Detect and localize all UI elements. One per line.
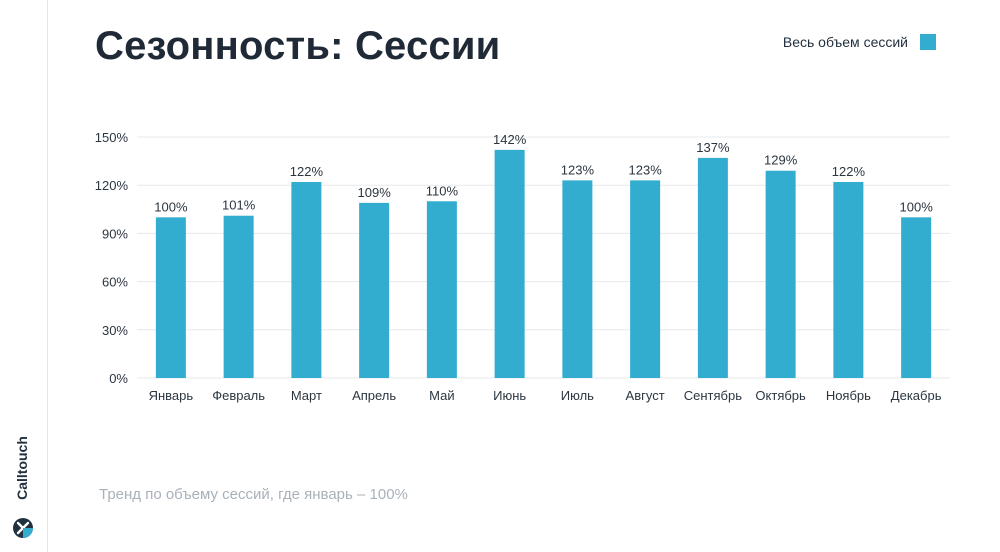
legend-swatch — [920, 34, 936, 50]
bar — [223, 215, 254, 378]
bar-value-label: 122% — [832, 164, 866, 179]
bar — [155, 217, 186, 378]
bar-value-label: 100% — [154, 199, 188, 214]
bar-value-label: 123% — [561, 162, 595, 177]
x-tick-label: Сентябрь — [684, 388, 742, 403]
bar-value-label: 100% — [900, 199, 934, 214]
y-tick-label: 120% — [95, 178, 129, 193]
bar-value-label: 101% — [222, 198, 256, 213]
x-tick-label: Август — [626, 388, 665, 403]
bar — [697, 157, 728, 378]
bar — [765, 170, 796, 378]
x-tick-label: Февраль — [212, 388, 265, 403]
bar-value-label: 123% — [629, 162, 663, 177]
bar-value-label: 110% — [426, 183, 459, 198]
chart-legend: Весь объем сессий — [783, 34, 936, 50]
legend-label: Весь объем сессий — [782, 34, 908, 50]
page-title: Сезонность: Сессии — [95, 24, 501, 68]
bar — [494, 149, 525, 378]
side-divider — [47, 0, 48, 552]
bar-chart: 0% 30% 60% 90% 120% 150% 100% Январь 101% Февраль… — [95, 130, 950, 403]
x-tick-label: Март — [291, 388, 322, 403]
bar — [630, 180, 661, 378]
bar-value-label: 109% — [358, 185, 392, 200]
x-tick-label: Май — [429, 388, 454, 403]
bar-value-label: 129% — [764, 153, 798, 168]
y-tick-label: 90% — [102, 226, 128, 241]
bar-value-label: 142% — [493, 132, 527, 147]
x-tick-label: Апрель — [352, 388, 396, 403]
calltouch-logo-icon — [13, 518, 33, 538]
x-tick-label: Октябрь — [755, 388, 806, 403]
x-tick-label: Декабрь — [891, 388, 942, 403]
bar — [833, 181, 864, 378]
x-tick-label: Июнь — [493, 388, 526, 403]
bar — [562, 180, 593, 378]
bar — [426, 201, 457, 378]
y-tick-label: 60% — [102, 275, 128, 290]
x-tick-label: Июль — [561, 388, 594, 403]
y-tick-label: 0% — [109, 371, 128, 386]
x-tick-label: Январь — [149, 388, 194, 403]
x-tick-label: Ноябрь — [826, 388, 871, 403]
bar-value-label: 137% — [696, 140, 730, 155]
chart-caption: Тренд по объему сессий, где январь – 100… — [99, 486, 408, 503]
y-tick-label: 30% — [102, 323, 128, 338]
bar — [901, 217, 932, 378]
chart-area: 0% 30% 60% 90% 120% 150% 100% Январь 101% Февраль… — [95, 130, 950, 403]
bar — [359, 202, 390, 378]
bar — [291, 181, 322, 378]
y-tick-label: 150% — [95, 130, 129, 145]
brand-logo-text: Calltouch — [14, 436, 30, 500]
bar-value-label: 122% — [290, 164, 324, 179]
